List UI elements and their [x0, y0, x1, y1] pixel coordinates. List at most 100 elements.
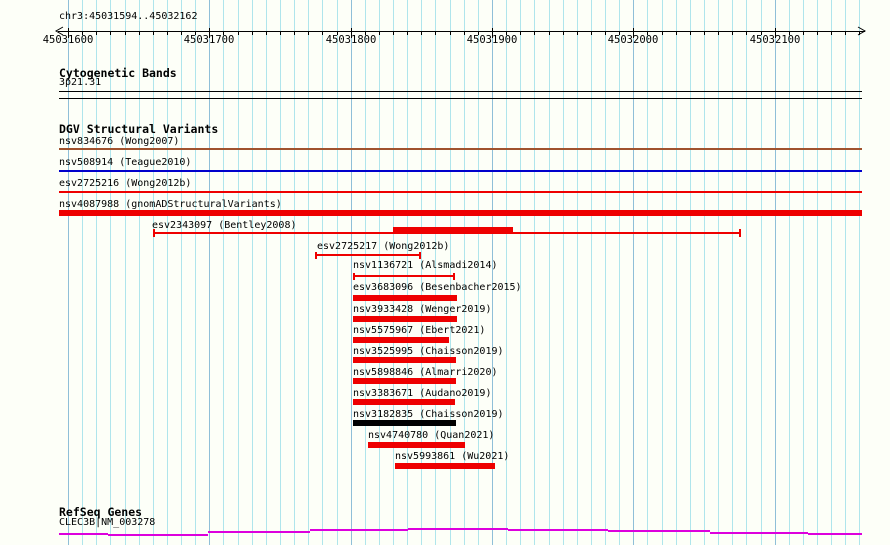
minor-tick: [520, 31, 521, 35]
major-tick: [633, 28, 634, 38]
gene-line-segment[interactable]: [108, 534, 208, 536]
minor-gridline: [223, 0, 224, 545]
variant-label[interactable]: nsv508914 (Teague2010): [59, 157, 192, 168]
minor-tick: [308, 31, 309, 35]
variant-label[interactable]: nsv3525995 (Chaisson2019): [353, 346, 504, 357]
variant-label[interactable]: esv2343097 (Bentley2008): [152, 220, 297, 231]
minor-gridline: [82, 0, 83, 545]
minor-gridline: [761, 0, 762, 545]
gene-line-segment[interactable]: [408, 528, 508, 530]
axis-arrow-right-icon: [857, 26, 866, 36]
minor-gridline: [619, 0, 620, 545]
major-gridline: [492, 0, 493, 545]
variant-bar[interactable]: [353, 357, 456, 363]
minor-tick: [704, 31, 705, 35]
variant-bar[interactable]: [353, 316, 457, 322]
variant-range-line[interactable]: [315, 254, 421, 256]
minor-gridline: [534, 0, 535, 545]
variant-label[interactable]: nsv1136721 (Alsmadi2014): [353, 260, 498, 271]
minor-tick: [421, 31, 422, 35]
minor-tick: [534, 31, 535, 35]
minor-tick: [506, 31, 507, 35]
variant-bar[interactable]: [59, 191, 862, 193]
refseq-genes-header: RefSeq Genes: [59, 505, 143, 519]
variant-bar[interactable]: [353, 399, 455, 405]
major-tick: [209, 28, 210, 38]
variant-bar[interactable]: [59, 170, 862, 172]
variant-label[interactable]: nsv5993861 (Wu2021): [395, 451, 510, 462]
refseq-gene-label[interactable]: CLEC3B|NM_003278: [59, 517, 156, 528]
minor-gridline: [690, 0, 691, 545]
minor-gridline: [647, 0, 648, 545]
gene-line-segment[interactable]: [310, 529, 408, 531]
minor-tick: [464, 31, 465, 35]
minor-tick: [803, 31, 804, 35]
minor-tick: [223, 31, 224, 35]
minor-gridline: [421, 0, 422, 545]
variant-bar[interactable]: [368, 442, 465, 448]
minor-tick: [647, 31, 648, 35]
variant-label[interactable]: nsv4740780 (Quan2021): [368, 430, 495, 441]
axis-tick-label: 45031800: [325, 34, 377, 46]
gene-line-segment[interactable]: [608, 530, 710, 532]
minor-tick: [407, 31, 408, 35]
minor-tick: [591, 31, 592, 35]
minor-gridline: [125, 0, 126, 545]
region-title: chr3:45031594..45032162: [59, 11, 198, 22]
minor-tick: [718, 31, 719, 35]
minor-tick: [139, 31, 140, 35]
variant-label[interactable]: esv3683096 (Besenbacher2015): [353, 282, 522, 293]
gene-line-segment[interactable]: [508, 529, 608, 531]
variant-bar[interactable]: [395, 463, 495, 469]
variant-bar[interactable]: [353, 295, 457, 301]
variant-range-block[interactable]: [393, 227, 513, 234]
minor-gridline: [110, 0, 111, 545]
gene-line-segment[interactable]: [59, 533, 108, 535]
variant-label[interactable]: esv2725217 (Wong2012b): [317, 241, 450, 252]
axis-line: [58, 31, 865, 32]
variant-label[interactable]: nsv5575967 (Ebert2021): [353, 325, 486, 336]
minor-gridline: [407, 0, 408, 545]
minor-tick: [831, 31, 832, 35]
minor-gridline: [817, 0, 818, 545]
variant-range-cap-right: [453, 273, 455, 280]
minor-gridline: [605, 0, 606, 545]
variant-range-line[interactable]: [353, 275, 455, 277]
minor-gridline: [506, 0, 507, 545]
major-tick: [351, 28, 352, 38]
variant-label[interactable]: nsv3182835 (Chaisson2019): [353, 409, 504, 420]
minor-tick: [337, 31, 338, 35]
minor-tick: [294, 31, 295, 35]
minor-tick: [96, 31, 97, 35]
minor-gridline: [563, 0, 564, 545]
minor-gridline: [379, 0, 380, 545]
gene-line-segment[interactable]: [808, 533, 862, 535]
axis-tick-label: 45031700: [183, 34, 235, 46]
variant-bar[interactable]: [353, 337, 449, 343]
minor-gridline: [549, 0, 550, 545]
major-gridline: [633, 0, 634, 545]
variant-bar[interactable]: [59, 210, 862, 216]
variant-bar[interactable]: [353, 420, 456, 426]
variant-bar[interactable]: [59, 148, 862, 150]
variant-bar[interactable]: [353, 378, 456, 384]
variant-label[interactable]: nsv5898846 (Almarri2020): [353, 367, 498, 378]
minor-gridline: [718, 0, 719, 545]
minor-tick: [859, 31, 860, 35]
variant-label[interactable]: nsv834676 (Wong2007): [59, 136, 180, 147]
variant-range-cap-left: [153, 229, 155, 237]
variant-label[interactable]: nsv3933428 (Wenger2019): [353, 304, 492, 315]
variant-label[interactable]: esv2725216 (Wong2012b): [59, 178, 192, 189]
variant-label[interactable]: nsv4087988 (gnomADStructuralVariants): [59, 199, 282, 210]
cytogenetic-bands-header: Cytogenetic Bands: [59, 66, 177, 80]
gene-line-segment[interactable]: [710, 532, 808, 534]
minor-tick: [379, 31, 380, 35]
minor-gridline: [831, 0, 832, 545]
minor-tick: [478, 31, 479, 35]
gene-line-segment[interactable]: [208, 531, 310, 533]
minor-tick: [195, 31, 196, 35]
minor-gridline: [464, 0, 465, 545]
variant-label[interactable]: nsv3383671 (Audano2019): [353, 388, 492, 399]
minor-tick: [549, 31, 550, 35]
